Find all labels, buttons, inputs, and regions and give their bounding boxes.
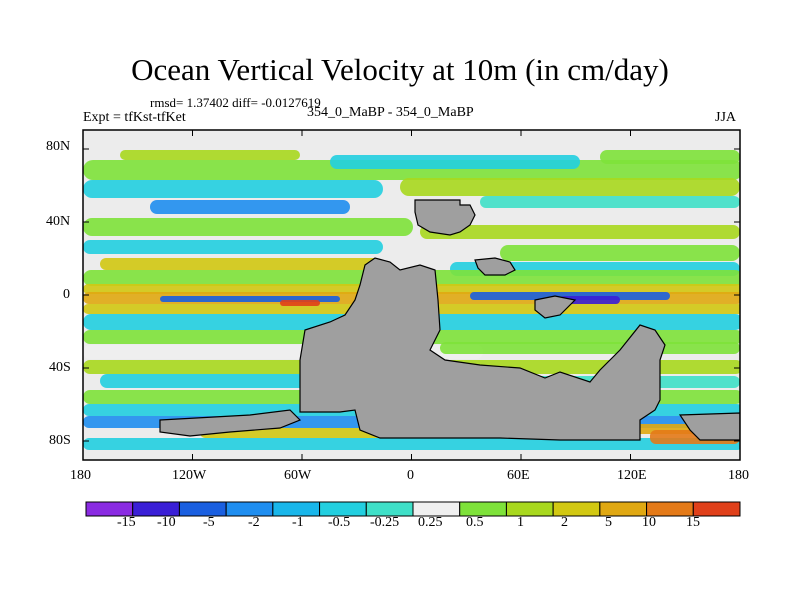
colorbar-label: 15	[686, 515, 700, 530]
velocity-band	[150, 200, 350, 214]
colorbar-box	[505, 501, 554, 517]
colorbar-label: 0.25	[418, 515, 443, 530]
x-tick-0: 0	[407, 468, 414, 483]
velocity-band	[330, 155, 580, 169]
colorbar-box	[225, 501, 274, 517]
velocity-band	[120, 150, 300, 160]
velocity-band	[400, 178, 740, 196]
colorbar-label: 2	[561, 515, 568, 530]
colorbar-box	[178, 501, 227, 517]
velocity-band	[83, 240, 383, 254]
stats-line: rmsd= 1.37402 diff= -0.0127619	[150, 95, 321, 110]
colorbar-box	[319, 501, 367, 517]
colorbar-label: 5	[605, 515, 612, 530]
colorbar-label: -15	[117, 515, 136, 530]
colorbar-label: -2	[248, 515, 260, 530]
season-label: JJA	[715, 110, 737, 125]
colorbar-box	[85, 501, 134, 517]
comparison-label: 354_0_MaBP - 354_0_MaBP	[307, 105, 474, 120]
x-tick-60e: 60E	[507, 468, 530, 483]
velocity-band	[560, 296, 620, 304]
colorbar-box	[132, 501, 180, 517]
land-polygon	[159, 409, 302, 437]
colorbar-box	[412, 501, 461, 517]
colorbar-label: -10	[157, 515, 176, 530]
velocity-band	[600, 150, 740, 164]
colorbar-label: -0.25	[370, 515, 400, 530]
colorbar-label: 0.5	[466, 515, 484, 530]
colorbar-box	[599, 501, 648, 517]
colorbar-box	[646, 501, 694, 517]
x-tick-120w: 120W	[172, 468, 207, 483]
y-tick-80s: 80S	[49, 433, 71, 448]
velocity-band	[83, 218, 413, 236]
y-tick-80n: 80N	[46, 139, 71, 154]
velocity-band	[280, 300, 320, 306]
x-tick-180e: 180	[728, 468, 749, 483]
colorbar-box	[459, 501, 507, 517]
velocity-band	[420, 225, 740, 239]
velocity-band	[480, 196, 740, 208]
land-polygon	[678, 412, 740, 441]
velocity-band	[83, 438, 740, 450]
x-tick-120e: 120E	[617, 468, 647, 483]
colorbar-label: -5	[203, 515, 215, 530]
plot-title: Ocean Vertical Velocity at 10m (in cm/da…	[131, 52, 669, 87]
y-tick-0: 0	[63, 287, 70, 302]
velocity-band	[100, 258, 380, 270]
colorbar-label: 1	[517, 515, 524, 530]
land-polygon	[414, 199, 476, 236]
land-polygon	[299, 257, 666, 441]
colorbar-label: -0.5	[328, 515, 351, 530]
colorbar-box	[692, 501, 741, 517]
colorbar-label: -1	[292, 515, 304, 530]
velocity-band	[500, 245, 740, 261]
colorbar-box	[552, 501, 601, 517]
land-polygon	[474, 257, 516, 276]
x-tick-60w: 60W	[284, 468, 312, 483]
colorbar-box	[272, 501, 321, 517]
colorbar-label: 10	[642, 515, 656, 530]
y-tick-40n: 40N	[46, 214, 71, 229]
colorbar-box	[365, 501, 414, 517]
land-polygon	[534, 295, 577, 319]
y-tick-40s: 40S	[49, 360, 71, 375]
x-tick-180w: 180	[70, 468, 91, 483]
land-mask	[159, 199, 740, 441]
experiment-label: Expt = tfKst-tfKet	[83, 110, 186, 125]
velocity-band	[83, 180, 383, 198]
